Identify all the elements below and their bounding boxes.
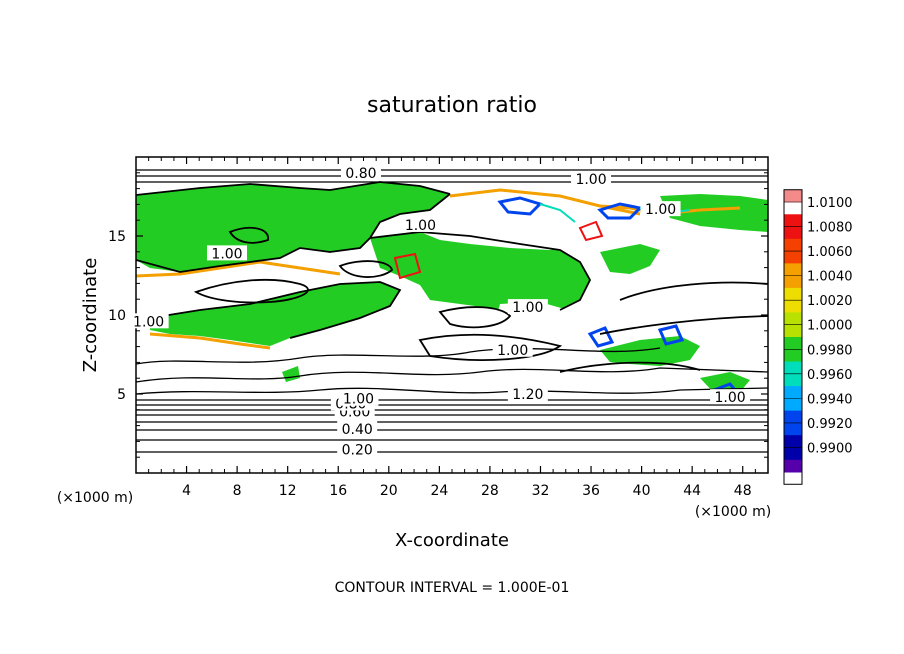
contour-label-bg: [337, 441, 378, 457]
x-tick-label: 40: [633, 483, 651, 499]
contour-label-bg: [337, 420, 378, 436]
contour-label: 1.00: [133, 314, 164, 330]
contour-label-bg: [710, 389, 751, 405]
colorbar-label: 0.9900: [807, 441, 853, 456]
y-axis-ticks: 5 10 15: [108, 172, 768, 458]
green-region: [150, 282, 400, 346]
dry-pocket: [420, 208, 575, 250]
x-tick-label: 36: [582, 483, 600, 499]
x-tick-label: 4: [182, 483, 191, 499]
chart-title: saturation ratio: [367, 93, 537, 118]
colorbar-swatch: [784, 459, 802, 473]
x-tick-label: 24: [430, 483, 448, 499]
colorbar-label: 1.0000: [807, 319, 853, 334]
colorbar: 1.0100 1.0080 1.0060 1.0040 1.0020 1.0000 0.99…: [783, 189, 853, 485]
colorbar-label: 1.0040: [807, 270, 853, 285]
contour-label: 1.00: [497, 343, 528, 359]
x-axis-unit: (×1000 m): [695, 504, 771, 520]
x-tick-label: 20: [380, 483, 398, 499]
contour-interval-note: CONTOUR INTERVAL = 1.000E-01: [335, 580, 570, 596]
green-region: [660, 194, 768, 232]
cloud-edge-orange: [136, 188, 741, 350]
contour-label: 0.20: [342, 442, 373, 458]
y-axis-label: Z-coordinate: [80, 258, 101, 373]
x-tick-label: 44: [683, 483, 701, 499]
colorbar-label: 1.0060: [807, 245, 853, 260]
colorbar-label: 0.9920: [807, 417, 853, 432]
contour-label: 1.00: [343, 392, 374, 408]
green-region: [600, 336, 700, 366]
cloud-outlines: [136, 181, 768, 373]
contour-label-bg: [400, 216, 441, 232]
colorbar-label: 0.9980: [807, 343, 853, 358]
contour-label-bg: [207, 245, 248, 261]
contour-label: 0.40: [342, 422, 373, 438]
colorbar-label: 1.0100: [807, 196, 853, 211]
x-axis-ticks: 4 8 12 16 20 24 28 32 36 40 44 48: [148, 157, 756, 499]
colorbar-frame: [783, 189, 803, 485]
green-region: [600, 244, 660, 274]
contour-label: 1.20: [512, 387, 543, 403]
colorbar-label: 1.0020: [807, 294, 853, 309]
contour-label: 1.00: [714, 390, 745, 406]
y-tick-label: 10: [108, 308, 126, 324]
colorbar-label: 0.9940: [807, 392, 853, 407]
colorbar-swatch: [784, 189, 802, 203]
contour-label: 1.00: [211, 246, 242, 262]
green-region: [282, 366, 300, 382]
contour-label-bg: [492, 341, 533, 357]
contour-label-bg: [640, 201, 681, 217]
cloud-edge-blue: [497, 196, 743, 402]
contour-label-bg: [507, 386, 548, 401]
x-tick-label: 8: [233, 483, 242, 499]
contour-lines: [136, 169, 768, 453]
contour-label: 1.00: [405, 218, 436, 234]
contour-label: 1.00: [575, 172, 606, 188]
contour-label-bg: [507, 299, 548, 315]
colorbar-label: 1.0080: [807, 221, 853, 236]
contour-label: 1.00: [512, 300, 543, 316]
colorbar-label: 0.9960: [807, 368, 853, 383]
contour-label-bg: [340, 164, 381, 180]
x-tick-label: 12: [279, 483, 297, 499]
contour-label-bg: [338, 390, 379, 406]
x-tick-label: 48: [734, 483, 752, 499]
x-axis-label: X-coordinate: [395, 530, 509, 551]
cloud-edge-red: [393, 220, 604, 280]
contour-label: 1.00: [645, 202, 676, 218]
y-tick-label: 15: [108, 229, 126, 245]
x-tick-label: 16: [329, 483, 347, 499]
y-tick-label: 5: [117, 387, 126, 403]
contour-label-bg: [571, 171, 612, 187]
contour-label: 0.80: [345, 166, 376, 182]
contour-labels: 0.200.400.600.801.001.201.000.801.001.00…: [128, 164, 751, 458]
green-region: [370, 232, 590, 312]
x-tick-label: 28: [481, 483, 499, 499]
x-tick-label: 32: [532, 483, 550, 499]
y-axis-unit: (×1000 m): [57, 490, 133, 506]
contour-label-bg: [128, 313, 169, 329]
